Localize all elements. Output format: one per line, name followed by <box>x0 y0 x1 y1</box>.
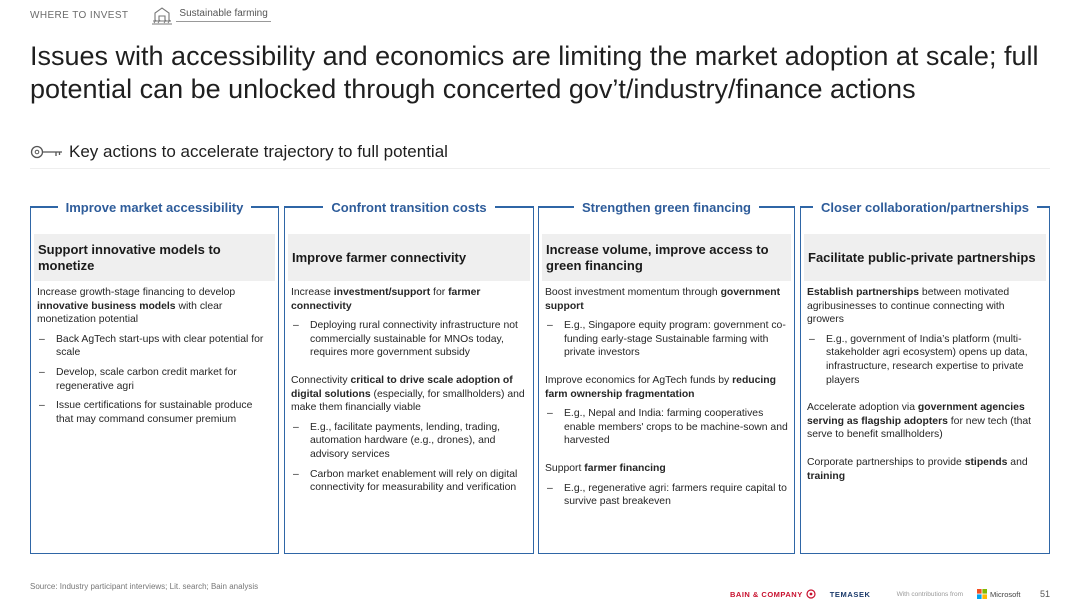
bain-logo-icon <box>806 589 816 599</box>
column-headline-box: Support innovative models to monetize <box>34 234 275 281</box>
column-headline-box: Facilitate public-private partnerships <box>804 234 1046 281</box>
paragraph: Support farmer financing <box>545 462 666 474</box>
column-headline-box: Increase volume, improve access to green… <box>542 234 791 281</box>
column-title: Strengthen green financing <box>573 200 759 215</box>
column-body: Boost investment momentum through govern… <box>545 286 788 515</box>
paragraph: Accelerate adoption via government agenc… <box>807 402 1032 441</box>
bullet: – Back AgTech start-ups with clear potent… <box>39 333 264 359</box>
page-title: Issues with accessibility and economics … <box>30 41 1039 104</box>
bullet: – E.g., Nepal and India: farming cooperat… <box>547 408 788 447</box>
section-tag: Sustainable farming <box>176 8 271 22</box>
farm-icon <box>152 7 172 25</box>
column-body: Increase investment/support for farmer c… <box>291 286 527 501</box>
microsoft-logo: Microsoft <box>990 589 1021 599</box>
key-icon <box>30 145 62 159</box>
column-headline-box: Improve farmer connectivity <box>288 234 530 281</box>
paragraph: Boost investment momentum through govern… <box>545 287 781 312</box>
column-body: Establish partnerships between motivated… <box>807 286 1043 489</box>
bullet: – E.g., government of India’s platform (m… <box>809 333 1028 386</box>
paragraph: Establish partnerships between motivated… <box>807 287 1010 326</box>
bullet: – E.g., Singapore equity program: governm… <box>547 320 786 359</box>
bullet: – Develop, scale carbon credit market for… <box>39 366 237 392</box>
divider <box>30 168 1050 169</box>
microsoft-logo-icon <box>977 589 988 599</box>
bullet: – E.g., regenerative agri: farmers requir… <box>547 482 787 508</box>
subhead: Key actions to accelerate trajectory to … <box>30 142 448 162</box>
column-headline: Increase volume, improve access to green… <box>546 241 769 273</box>
page-number: 51 <box>1040 589 1051 599</box>
bullet: – Deploying rural connectivity infrastruc… <box>293 320 518 359</box>
column-title: Confront transition costs <box>323 200 495 215</box>
paragraph: Improve economics for AgTech funds by re… <box>545 374 777 400</box>
footer-logos: BAIN & COMPANY TEMASEK With contribution… <box>730 589 1020 599</box>
paragraph: Increase growth-stage financing to devel… <box>37 287 236 326</box>
top-bar: WHERE TO INVEST Sustainable farming <box>30 6 271 25</box>
temasek-logo: TEMASEK <box>829 589 871 599</box>
paragraph: Increase investment/support for farmer c… <box>291 287 481 312</box>
bullet: – E.g., facilitate payments, lending, tra… <box>293 421 501 460</box>
column-transition-costs: Confront transition costs Improve farmer… <box>284 200 534 554</box>
column-title: Closer collaboration/partnerships <box>812 200 1038 215</box>
bain-logo: BAIN & COMPANY <box>730 589 803 599</box>
column-headline: Facilitate public-private partnerships <box>808 249 1036 265</box>
column-market-accessibility: Improve market accessibility Support inn… <box>30 200 279 554</box>
column-green-financing: Strengthen green financing Increase volu… <box>538 200 795 554</box>
section-label: WHERE TO INVEST <box>30 9 129 21</box>
bullet: – Issue certifications for sustainable pr… <box>39 400 253 425</box>
column-collaboration: Closer collaboration/partnerships Facili… <box>800 200 1050 554</box>
column-body: Increase growth-stage financing to devel… <box>37 286 272 432</box>
contributions-label: With contributions from <box>896 590 964 598</box>
paragraph: Corporate partnerships to provide stipen… <box>807 456 1028 482</box>
column-headline: Improve farmer connectivity <box>292 249 467 265</box>
subhead-label: Key actions to accelerate trajectory to … <box>69 142 448 161</box>
column-title: Improve market accessibility <box>57 200 252 215</box>
source-note: Source: Industry participant interviews;… <box>30 582 259 591</box>
bullet: – Carbon market enablement will rely on d… <box>293 468 518 494</box>
paragraph: Connectivity critical to drive scale ado… <box>291 374 525 414</box>
column-headline: Support innovative models to monetize <box>38 241 221 273</box>
